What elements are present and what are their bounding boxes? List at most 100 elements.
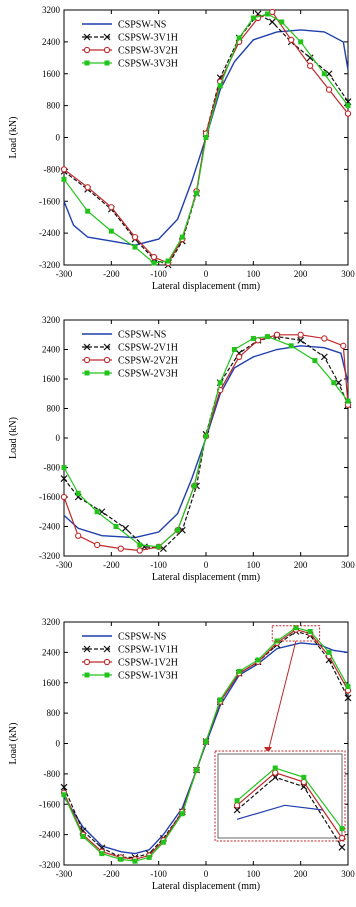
x-axis-title: Lateral displacement (mm) [152,572,260,583]
series-line [63,335,349,550]
chart-panel-3: 3200 2400 1600 800 0 -800 -1600 -2400 -3200-300 -… [8,617,355,892]
x-tick-label: -300 [56,560,73,570]
legend-marker [83,46,91,54]
data-point [293,625,299,631]
data-point [250,335,256,341]
data-point [335,379,342,387]
series-CSPSW-1V3H [61,625,351,864]
data-point [203,433,209,439]
legend-label: CSPSW-3V2H [118,46,178,57]
series-CSPSW-3V3H [61,11,351,266]
data-point [60,166,68,173]
legend-label: CSPSW-NS [118,20,166,31]
legend-marker [103,46,111,54]
data-point [60,493,68,501]
data-point [61,792,67,798]
data-point [321,71,327,77]
series-CSPSW-2V3H [61,334,351,550]
data-point [80,834,86,840]
y-tick-label: -3200 [39,551,60,561]
x-tick-label: -100 [150,269,167,279]
data-point [60,783,68,791]
data-point [255,657,261,663]
y-tick-label: 0 [56,133,61,143]
data-point [60,475,68,482]
legend-label: CSPSW-3V1H [118,33,178,44]
data-point [326,649,332,655]
data-point [236,668,242,674]
x-tick-label: 0 [204,869,209,879]
data-point [61,176,67,182]
data-point [137,542,143,548]
y-tick-label: 800 [47,101,61,111]
y-axis-title: Load (kN) [8,117,19,159]
inset-series-line [236,776,343,848]
data-point [345,398,351,404]
x-tick-label: 200 [294,560,308,570]
y-tick-label: 3200 [42,315,61,325]
legend: CSPSW-NS CSPSW-3V1H CSPSW-3V2H CSPSW-3V3H [82,20,178,70]
x-tick-label: -100 [150,869,167,879]
y-tick-label: 800 [47,404,61,414]
legend-marker [104,60,110,66]
data-point [297,331,304,338]
inset-data-point [233,802,241,809]
x-tick-label: -100 [150,560,167,570]
data-point [344,694,352,702]
y-axis-title: Load (kN) [8,417,19,459]
y-tick-label: -800 [44,769,61,779]
data-point [108,228,114,234]
legend-label: CSPSW-2V1H [118,343,178,354]
data-point [175,527,181,533]
legend-marker [84,370,90,376]
legend-label: CSPSW-1V3H [118,671,178,682]
x-tick-label: 0 [204,269,209,279]
inset-zoom [214,750,346,851]
data-point [345,684,351,690]
data-point [179,234,185,240]
data-point [151,260,157,266]
y-tick-label: -800 [44,463,61,473]
data-point [306,54,314,62]
data-point [312,358,318,364]
data-point [325,70,333,78]
data-point [122,524,129,532]
x-tick-label: -200 [103,269,120,279]
y-axis-title: Load (kN) [8,723,19,765]
zoom-arrow [267,640,297,753]
zoom-arrow-head [264,747,272,753]
data-point [108,204,115,211]
y-tick-label: -3200 [39,860,60,870]
y-tick-label: 3200 [42,5,61,15]
legend-marker [83,356,91,364]
legend-marker [83,645,91,653]
data-point [136,547,143,554]
zoom-region-box [271,625,321,642]
legend-label: CSPSW-NS [118,632,166,643]
data-point [273,331,281,338]
data-point [236,35,242,41]
y-tick-label: 1600 [42,678,61,688]
inset-data-point [272,769,279,776]
data-point [298,39,304,45]
legend-marker [103,343,111,351]
inset-frame [217,753,343,839]
x-axis-title: Lateral displacement (mm) [152,881,260,892]
data-point [203,135,209,140]
y-tick-label: 3200 [42,617,61,627]
inset-data-point [271,773,279,781]
x-tick-label: 100 [247,560,261,570]
series-CSPSW-NS [63,345,349,539]
y-tick-label: -1600 [39,799,60,809]
data-point [179,811,185,817]
inset-data-point [272,765,278,771]
y-tick-label: 2400 [42,37,61,47]
data-point [320,353,328,361]
data-point [325,86,333,93]
data-point [250,15,256,21]
legend-label: CSPSW-2V3H [118,369,178,380]
y-tick-label: -1600 [39,196,60,206]
series-CSPSW-2V2H [60,331,352,554]
series-line [63,334,349,552]
